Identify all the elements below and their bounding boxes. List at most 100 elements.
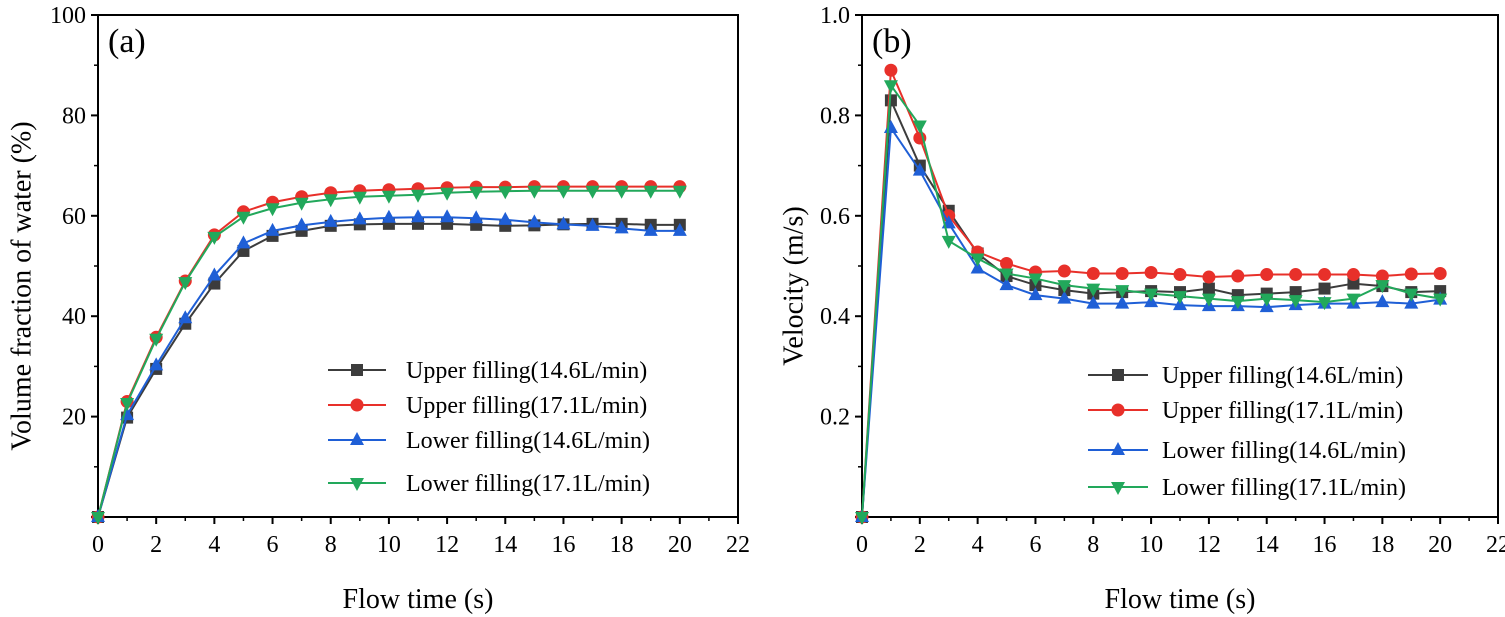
legend-label: Lower filling(14.6L/min) (406, 428, 650, 454)
data-point (265, 203, 280, 217)
x-tick-label: 18 (610, 532, 634, 558)
data-point (556, 216, 571, 230)
data-point (643, 222, 658, 236)
legend-marker (350, 432, 364, 445)
data-point (207, 231, 222, 245)
series-line (97, 189, 680, 518)
series-line (97, 185, 680, 518)
data-point (614, 220, 629, 234)
data-point (498, 211, 513, 225)
data-point (1318, 282, 1331, 295)
data-point (469, 210, 484, 224)
data-point (556, 185, 571, 199)
data-point (1086, 295, 1101, 309)
x-tick-label: 2 (150, 532, 162, 558)
data-point (1115, 267, 1129, 281)
x-tick-label: 10 (1139, 532, 1163, 558)
data-point (1318, 268, 1332, 282)
y-axis-title: Volume fraction of water (%) (6, 121, 37, 450)
legend-label: Upper filling(14.6L/min) (406, 358, 647, 384)
data-point (294, 197, 309, 211)
legend-marker (1112, 369, 1124, 381)
data-point (381, 209, 396, 223)
data-point (1375, 294, 1390, 308)
data-point (1028, 287, 1043, 301)
y-tick-label: 80 (62, 103, 86, 129)
data-point (999, 277, 1014, 291)
data-point (527, 185, 542, 199)
data-point (440, 187, 455, 201)
data-point (614, 185, 629, 199)
x-tick-label: 2 (914, 532, 926, 558)
data-point (883, 119, 898, 133)
x-tick-label: 16 (551, 532, 575, 558)
data-point (1115, 285, 1130, 299)
y-tick-label: 0.2 (820, 405, 850, 431)
data-point (884, 63, 898, 77)
data-point (1259, 293, 1274, 307)
data-point (1404, 267, 1418, 281)
data-point (1346, 293, 1361, 307)
legend-label: Lower filling(17.1L/min) (406, 471, 650, 497)
data-point (323, 213, 338, 227)
x-tick-label: 10 (377, 532, 401, 558)
data-point (672, 222, 687, 236)
x-tick-label: 16 (1313, 532, 1337, 558)
data-point (970, 253, 985, 267)
data-point (585, 217, 600, 231)
legend: Upper filling(14.6L/min) Upper filling(17… (328, 358, 650, 497)
data-point (1057, 264, 1071, 278)
panel-label: (a) (108, 23, 146, 60)
data-point (970, 260, 985, 274)
data-point (1260, 268, 1274, 282)
data-point (1433, 293, 1448, 307)
data-point (1202, 282, 1215, 295)
x-tick-label: 0 (856, 532, 868, 558)
data-point (1433, 267, 1447, 281)
data-point (149, 357, 164, 371)
data-point (1317, 297, 1332, 311)
x-tick-label: 6 (1029, 532, 1041, 558)
x-tick-label: 18 (1370, 532, 1394, 558)
data-point (585, 185, 600, 199)
x-tick-label: 20 (1428, 532, 1452, 558)
data-point (381, 190, 396, 204)
x-tick-label: 8 (1087, 532, 1099, 558)
y-tick-label: 100 (50, 3, 86, 29)
x-tick-label: 12 (1197, 532, 1221, 558)
data-point (1375, 280, 1390, 294)
data-point (1289, 268, 1303, 282)
data-point (411, 189, 425, 203)
data-point (1347, 277, 1360, 290)
data-point (207, 267, 222, 281)
data-point (294, 217, 309, 231)
data-point (352, 211, 367, 225)
legend-marker (350, 478, 364, 491)
legend-label: Lower filling(14.6L/min) (1162, 438, 1406, 464)
legend-marker (1111, 403, 1125, 417)
data-point (1144, 266, 1158, 280)
data-point (1404, 288, 1419, 302)
data-point (91, 512, 105, 525)
data-point (120, 398, 135, 412)
y-axis-title: Velocity (m/s) (778, 206, 809, 365)
data-point (352, 191, 367, 205)
data-point (912, 162, 927, 176)
legend-label: Upper filling(17.1L/min) (1162, 398, 1403, 424)
series-3 (855, 80, 1448, 525)
data-point (1404, 295, 1419, 309)
data-point (1115, 295, 1130, 309)
data-point (149, 333, 164, 347)
data-point (1173, 291, 1187, 305)
legend-label: Lower filling(17.1L/min) (1162, 475, 1406, 501)
y-tick-label: 0.8 (820, 103, 850, 129)
data-point (1230, 296, 1245, 310)
legend-label: Upper filling(17.1L/min) (406, 393, 647, 419)
data-point (1057, 280, 1072, 294)
data-point (1086, 267, 1100, 281)
legend-marker (1111, 442, 1125, 455)
y-tick-label: 1.0 (820, 3, 850, 29)
x-tick-label: 22 (726, 532, 750, 558)
data-point (527, 214, 542, 228)
